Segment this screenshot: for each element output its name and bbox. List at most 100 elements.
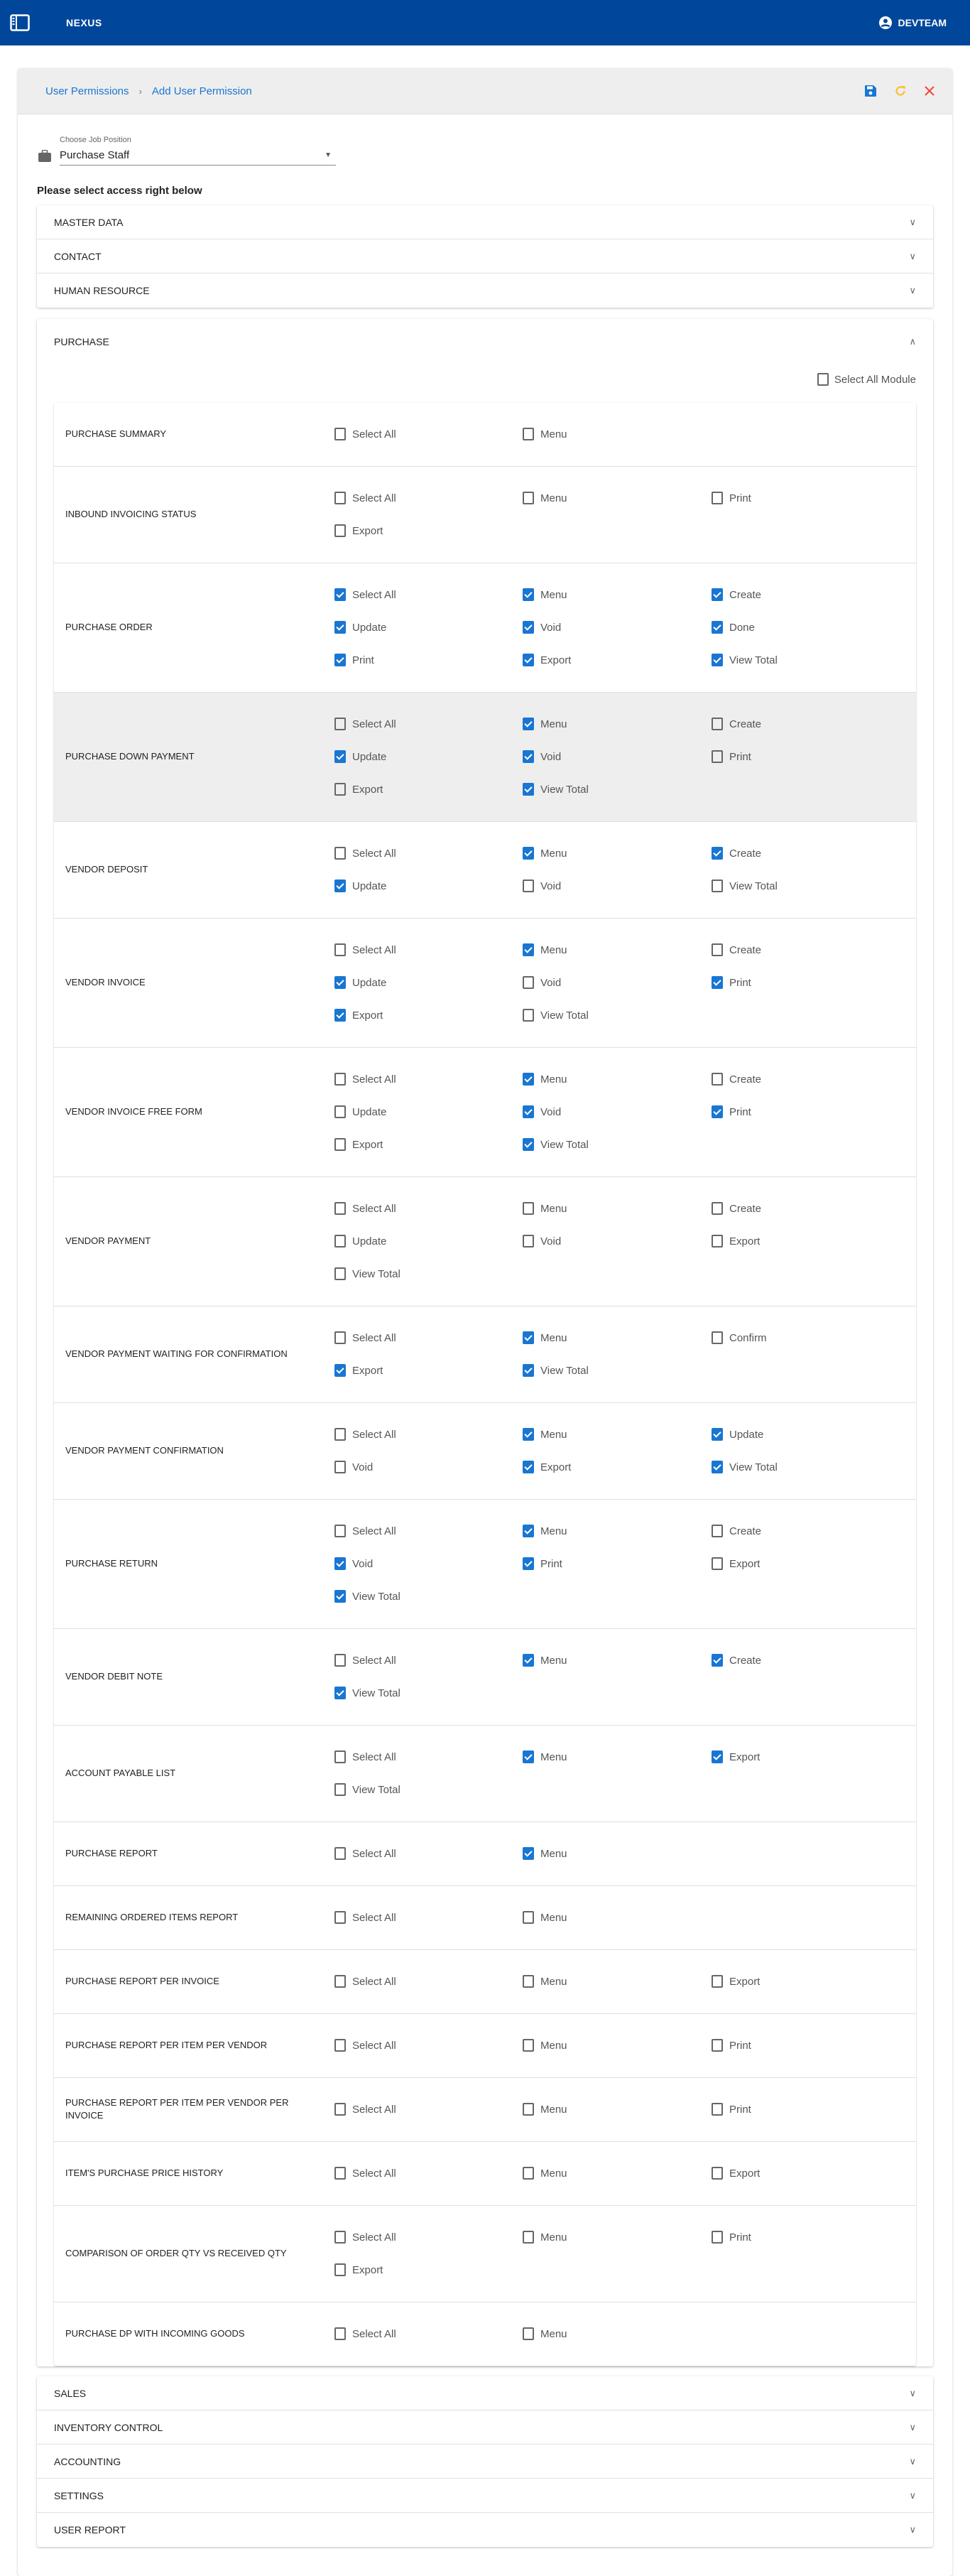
checkbox[interactable] — [523, 1525, 534, 1537]
permission-option-print[interactable]: Print — [334, 644, 523, 676]
checkbox[interactable] — [523, 1009, 534, 1022]
permission-option-select-all[interactable]: Select All — [334, 2157, 523, 2190]
checkbox[interactable] — [523, 1750, 534, 1763]
checkbox[interactable] — [334, 1525, 346, 1537]
permission-option-create[interactable]: Create — [712, 1063, 900, 1095]
checkbox[interactable] — [712, 976, 723, 989]
permission-option-print[interactable]: Print — [712, 2221, 900, 2253]
checkbox[interactable] — [523, 718, 534, 730]
accordion-item-inventory-control[interactable]: INVENTORY CONTROL ∨ — [37, 2410, 933, 2445]
permission-option-menu[interactable]: Menu — [523, 1837, 712, 1870]
checkbox[interactable] — [712, 1654, 723, 1667]
breadcrumb-user-permissions[interactable]: User Permissions — [45, 85, 129, 97]
job-position-select[interactable]: Purchase Staff ▼ — [60, 147, 336, 166]
permission-option-void[interactable]: Void — [523, 870, 712, 902]
permission-option-menu[interactable]: Menu — [523, 2317, 712, 2350]
checkbox[interactable] — [712, 621, 723, 634]
checkbox[interactable] — [523, 1073, 534, 1086]
checkbox[interactable] — [712, 1105, 723, 1118]
checkbox[interactable] — [523, 1557, 534, 1570]
accordion-item-master-data[interactable]: MASTER DATA ∨ — [37, 205, 933, 239]
checkbox[interactable] — [334, 1750, 346, 1763]
checkbox[interactable] — [523, 1461, 534, 1473]
accordion-item-accounting[interactable]: ACCOUNTING ∨ — [37, 2445, 933, 2479]
permission-option-update[interactable]: Update — [334, 1095, 523, 1128]
permission-option-create[interactable]: Create — [712, 708, 900, 740]
sidebar-toggle-icon[interactable] — [9, 11, 31, 34]
permission-option-select-all[interactable]: Select All — [334, 837, 523, 870]
checkbox[interactable] — [334, 1073, 346, 1086]
checkbox[interactable] — [334, 880, 346, 892]
checkbox[interactable] — [523, 2039, 534, 2052]
permission-option-view-total[interactable]: View Total — [712, 644, 900, 676]
checkbox[interactable] — [523, 1105, 534, 1118]
permission-option-view-total[interactable]: View Total — [523, 1128, 712, 1161]
checkbox[interactable] — [523, 1975, 534, 1988]
checkbox[interactable] — [523, 1235, 534, 1248]
permission-option-menu[interactable]: Menu — [523, 1741, 712, 1773]
checkbox[interactable] — [712, 1073, 723, 1086]
checkbox[interactable] — [334, 1687, 346, 1699]
permission-option-menu[interactable]: Menu — [523, 578, 712, 611]
checkbox[interactable] — [523, 1331, 534, 1344]
checkbox[interactable] — [334, 750, 346, 763]
permission-option-select-all[interactable]: Select All — [334, 2317, 523, 2350]
checkbox[interactable] — [334, 1138, 346, 1151]
permission-option-select-all[interactable]: Select All — [334, 1837, 523, 1870]
permission-option-update[interactable]: Update — [334, 966, 523, 999]
permission-option-print[interactable]: Print — [712, 740, 900, 773]
permission-option-menu[interactable]: Menu — [523, 2221, 712, 2253]
permission-option-menu[interactable]: Menu — [523, 1063, 712, 1095]
checkbox[interactable] — [334, 654, 346, 666]
permission-option-view-total[interactable]: View Total — [523, 999, 712, 1032]
permission-option-menu[interactable]: Menu — [523, 1965, 712, 1998]
accordion-item-human-resource[interactable]: HUMAN RESOURCE ∨ — [37, 274, 933, 308]
permission-option-view-total[interactable]: View Total — [523, 773, 712, 806]
permission-option-menu[interactable]: Menu — [523, 2093, 712, 2126]
checkbox[interactable] — [334, 1267, 346, 1280]
checkbox[interactable] — [334, 1783, 346, 1796]
checkbox[interactable] — [523, 1138, 534, 1151]
checkbox[interactable] — [523, 976, 534, 989]
permission-option-select-all[interactable]: Select All — [334, 1063, 523, 1095]
permission-option-select-all[interactable]: Select All — [334, 933, 523, 966]
permission-option-print[interactable]: Print — [712, 966, 900, 999]
checkbox[interactable] — [334, 2231, 346, 2244]
refresh-icon[interactable] — [894, 85, 907, 97]
accordion-item-user-report[interactable]: USER REPORT ∨ — [37, 2513, 933, 2547]
checkbox[interactable] — [334, 588, 346, 601]
permission-option-view-total[interactable]: View Total — [334, 1580, 523, 1613]
checkbox[interactable] — [334, 621, 346, 634]
permission-option-select-all[interactable]: Select All — [334, 2093, 523, 2126]
permission-option-menu[interactable]: Menu — [523, 482, 712, 514]
checkbox[interactable] — [334, 428, 346, 440]
checkbox[interactable] — [523, 847, 534, 860]
checkbox[interactable] — [712, 1525, 723, 1537]
checkbox[interactable] — [712, 1331, 723, 1344]
permission-option-update[interactable]: Update — [334, 740, 523, 773]
checkbox[interactable] — [712, 1428, 723, 1441]
permission-option-export[interactable]: Export — [712, 1741, 900, 1773]
checkbox[interactable] — [523, 492, 534, 504]
checkbox[interactable] — [334, 2327, 346, 2340]
permission-option-void[interactable]: Void — [523, 611, 712, 644]
permission-option-print[interactable]: Print — [712, 2029, 900, 2062]
permission-option-menu[interactable]: Menu — [523, 1515, 712, 1547]
permission-option-print[interactable]: Print — [523, 1547, 712, 1580]
permission-option-export[interactable]: Export — [712, 2157, 900, 2190]
checkbox[interactable] — [523, 1364, 534, 1377]
permission-option-select-all[interactable]: Select All — [334, 1644, 523, 1677]
save-icon[interactable] — [864, 85, 877, 97]
permission-option-update[interactable]: Update — [712, 1418, 900, 1451]
checkbox[interactable] — [334, 943, 346, 956]
checkbox[interactable] — [712, 880, 723, 892]
user-menu[interactable]: DEVTEAM — [878, 0, 947, 45]
permission-option-select-all[interactable]: Select All — [334, 1192, 523, 1225]
checkbox[interactable] — [523, 1428, 534, 1441]
checkbox[interactable] — [523, 654, 534, 666]
permission-option-confirm[interactable]: Confirm — [712, 1321, 900, 1354]
checkbox[interactable] — [523, 1202, 534, 1215]
checkbox[interactable] — [523, 943, 534, 956]
checkbox[interactable] — [712, 2039, 723, 2052]
permission-option-select-all[interactable]: Select All — [334, 418, 523, 450]
